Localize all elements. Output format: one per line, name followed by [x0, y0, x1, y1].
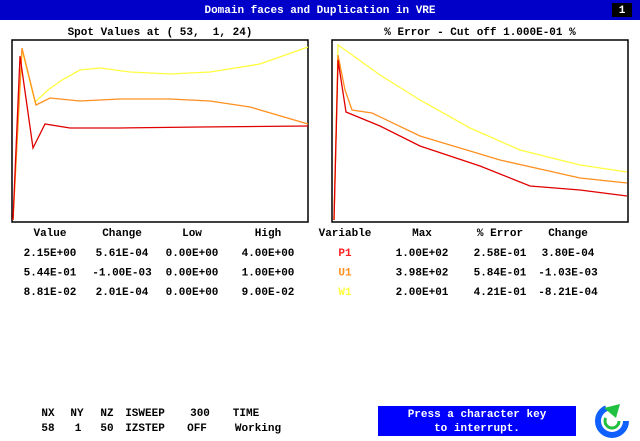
table-cell: -1.03E-03 — [538, 267, 598, 279]
prompt-text: to interrupt. — [434, 423, 520, 435]
table-cell: 0.00E+00 — [166, 287, 219, 299]
table-cell: -1.00E-03 — [92, 267, 152, 279]
curve — [12, 55, 309, 221]
badge — [612, 3, 632, 17]
status-header: NZ — [100, 408, 114, 420]
prompt-box — [378, 406, 576, 436]
left-panel-title: Spot Values at ( 53, 1, 24) — [68, 27, 253, 39]
table-cell: 4.21E-01 — [474, 287, 527, 299]
variable-name: W1 — [338, 287, 352, 299]
table-cell: 0.00E+00 — [166, 267, 219, 279]
table-cell: 4.00E+00 — [242, 248, 295, 260]
column-header: Change — [102, 228, 142, 240]
table-cell: -8.21E-04 — [538, 287, 598, 299]
curve — [333, 54, 628, 221]
table-cell: 1.00E+00 — [242, 267, 295, 279]
column-header: % Error — [477, 228, 523, 240]
table-cell: 2.58E-01 — [474, 248, 527, 260]
table-cell: 8.81E-02 — [24, 287, 77, 299]
refresh-icon — [595, 404, 629, 438]
table-cell: 0.00E+00 — [166, 248, 219, 260]
table-cell: 2.15E+00 — [24, 248, 77, 260]
right-plot — [331, 39, 629, 223]
table-cell: 1.00E+02 — [396, 248, 449, 260]
table-cell: 2.01E-04 — [96, 287, 149, 299]
right-curves — [333, 43, 628, 221]
table-cell: 3.80E-04 — [542, 248, 595, 260]
status-value: 50 — [100, 423, 113, 435]
window-title: Domain faces and Duplication in VRE — [204, 5, 435, 17]
left-plot — [11, 39, 309, 223]
curve — [333, 59, 628, 221]
table-cell: 9.00E-02 — [242, 287, 295, 299]
badge-label: 1 — [619, 5, 626, 17]
status-value: IZSTEP — [125, 423, 165, 435]
table-cell: 5.61E-04 — [96, 248, 149, 260]
column-header: Value — [33, 228, 66, 240]
curve — [333, 43, 628, 221]
status-value: 1 — [75, 423, 82, 435]
status-value: OFF — [187, 423, 207, 435]
column-header: Max — [412, 228, 432, 240]
column-header: Change — [548, 228, 588, 240]
prompt-text: Press a character key — [408, 409, 547, 421]
status-header: NX — [41, 408, 55, 420]
status-header: TIME — [233, 408, 260, 420]
title-bar — [0, 0, 640, 20]
curve — [12, 47, 309, 221]
table-cell: 5.84E-01 — [474, 267, 527, 279]
status-value: 58 — [41, 423, 55, 435]
table-cell: 2.00E+01 — [396, 287, 449, 299]
column-header: Low — [182, 228, 202, 240]
status-header: ISWEEP — [125, 408, 165, 420]
table-cell: 5.44E-01 — [24, 267, 77, 279]
status-header: 300 — [190, 408, 210, 420]
right-panel-title: % Error - Cut off 1.000E-01 % — [384, 27, 576, 39]
left-curves — [12, 46, 309, 221]
column-header: High — [255, 228, 281, 240]
column-header: Variable — [319, 228, 372, 240]
variable-name: U1 — [338, 267, 352, 279]
status-value: Working — [235, 423, 281, 435]
table-cell: 3.98E+02 — [396, 267, 449, 279]
status-header: NY — [70, 408, 84, 420]
variable-name: P1 — [338, 248, 352, 260]
